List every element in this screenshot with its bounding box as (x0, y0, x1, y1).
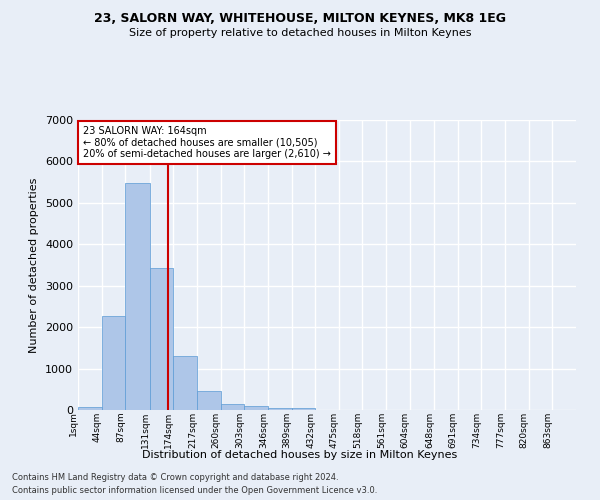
Bar (101, 316, 125, 410)
Text: Contains public sector information licensed under the Open Government Licence v3: Contains public sector information licen… (12, 486, 377, 495)
Y-axis label: Number of detached properties: Number of detached properties (29, 178, 40, 352)
Text: 23 SALORN WAY: 164sqm
← 80% of detached houses are smaller (10,505)
20% of semi-: 23 SALORN WAY: 164sqm ← 80% of detached … (83, 126, 331, 159)
Bar (221, 404, 244, 410)
Text: 23, SALORN WAY, WHITEHOUSE, MILTON KEYNES, MK8 1EG: 23, SALORN WAY, WHITEHOUSE, MILTON KEYNE… (94, 12, 506, 26)
Text: Distribution of detached houses by size in Milton Keynes: Distribution of detached houses by size … (142, 450, 458, 460)
Text: Contains HM Land Registry data © Crown copyright and database right 2024.: Contains HM Land Registry data © Crown c… (12, 472, 338, 482)
Text: Size of property relative to detached houses in Milton Keynes: Size of property relative to detached ho… (129, 28, 471, 38)
Bar (268, 408, 292, 410)
Bar (197, 391, 221, 410)
Bar (173, 356, 197, 410)
Bar (125, 183, 149, 410)
Bar (244, 406, 268, 410)
Bar (149, 268, 173, 410)
Bar (78, 406, 101, 410)
Bar (292, 408, 315, 410)
